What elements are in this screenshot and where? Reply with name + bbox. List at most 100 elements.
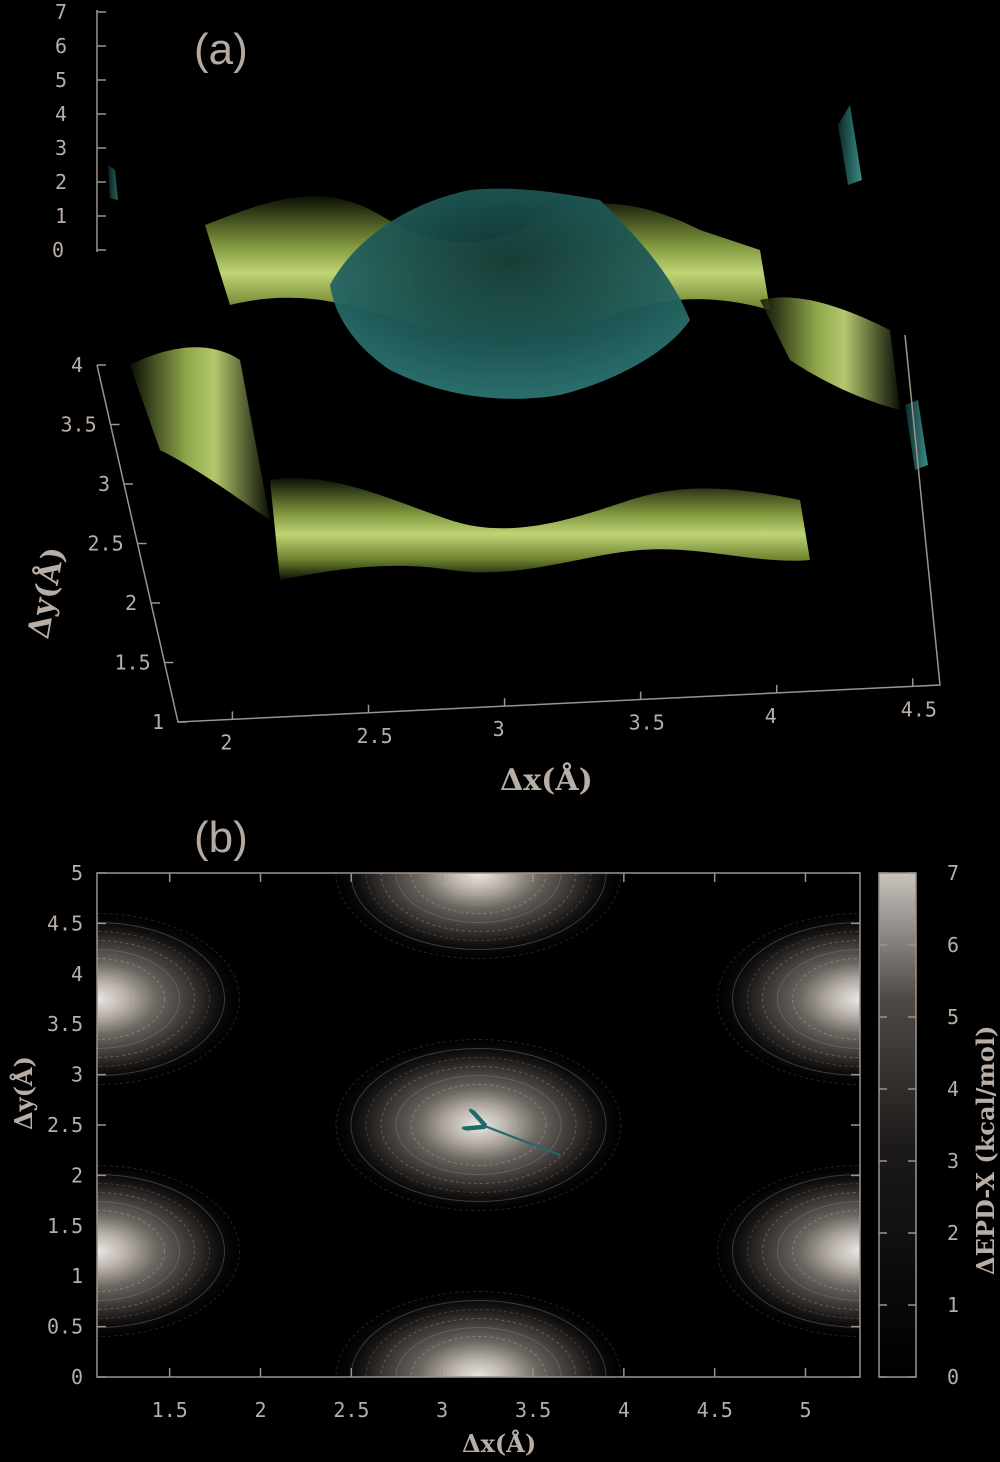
- contour-line: [807, 967, 860, 1031]
- contour-line: [440, 873, 517, 896]
- surface-edge-1: [838, 105, 862, 185]
- y-tick-label: 3: [71, 1063, 83, 1087]
- y-axis-ticks-3d: 1 1.5 2 2.5 3 3.5 4: [61, 353, 187, 734]
- contour-line: [97, 976, 135, 1022]
- peak-fill: [97, 1161, 247, 1341]
- contour-line: [97, 1228, 135, 1274]
- contour-peak: [97, 1161, 247, 1341]
- contour-peak: [328, 1035, 629, 1215]
- colorbar-ticks: 0 1 2 3 4 5 6 7: [879, 861, 959, 1389]
- colorbar-tick-label: 1: [947, 1293, 959, 1317]
- peak-fill: [328, 1287, 629, 1377]
- surface-ridge-right: [760, 297, 900, 410]
- panel-a-label: (a): [194, 25, 248, 74]
- contour-line: [410, 1336, 547, 1377]
- contour-line: [410, 873, 547, 914]
- contour-line: [380, 1318, 577, 1377]
- peak-fill: [710, 1161, 860, 1341]
- z-tick-label: 4: [55, 102, 67, 126]
- contour-line: [777, 1201, 860, 1301]
- contour-line: [350, 873, 607, 950]
- z-tick-label: 5: [55, 68, 67, 92]
- colorbar-tick-label: 7: [947, 861, 959, 885]
- contour-line: [97, 1174, 225, 1328]
- y-tick-label-3d: 3: [98, 472, 110, 496]
- x-tick-label-3d: 2: [220, 730, 232, 754]
- surface-edge-3: [108, 165, 118, 200]
- x-tick-label-3d: 3: [493, 717, 505, 741]
- x-tick-label-3d: 2.5: [357, 724, 393, 748]
- contour-line: [97, 940, 195, 1058]
- contour-line: [335, 873, 622, 959]
- x-axis-ticks-3d: 2 2.5 3 3.5 4 4.5: [220, 678, 937, 754]
- contour-peak: [328, 1287, 629, 1377]
- colorbar: [879, 873, 916, 1377]
- z-tick-label: 0: [52, 238, 64, 262]
- contour-line: [380, 1066, 577, 1184]
- surface-ridge-front: [270, 478, 810, 580]
- contour-line: [365, 1057, 592, 1193]
- contour-line: [732, 922, 860, 1076]
- contour-line: [777, 949, 860, 1049]
- y-axis-label-3d: Δy(Å): [20, 544, 71, 641]
- contour-line: [425, 1093, 532, 1157]
- x-tick-label: 1.5: [152, 1398, 188, 1422]
- y-tick-label: 1: [71, 1264, 83, 1288]
- z-axis-ticks: 0 1 2 3 4 5 6 7: [52, 0, 106, 262]
- x-tick-label: 5: [800, 1398, 812, 1422]
- x-tick-label: 3: [436, 1398, 448, 1422]
- x-axis-label: Δx(Å): [462, 1429, 536, 1458]
- colorbar-tick-label: 0: [947, 1365, 959, 1389]
- colorbar-tick-label: 6: [947, 933, 959, 957]
- x-tick-label: 4: [618, 1398, 630, 1422]
- x-tick-label-3d: 4: [765, 704, 777, 728]
- y-tick-label: 4.5: [47, 911, 83, 935]
- surface-ridge-left: [130, 347, 270, 520]
- surface-plot: [108, 105, 928, 580]
- contour-line: [807, 1219, 860, 1283]
- contour-line: [97, 1165, 240, 1337]
- colorbar-frame: [878, 872, 917, 1378]
- peak-fill: [710, 909, 860, 1089]
- colorbar-tick-label: 4: [947, 1077, 959, 1101]
- contour-line: [97, 1210, 165, 1292]
- peak-fill: [328, 873, 629, 963]
- y-tick-label: 5: [71, 861, 83, 885]
- y-tick-label: 2: [71, 1163, 83, 1187]
- z-tick-label: 1: [55, 204, 67, 228]
- y-tick-label-3d: 2.5: [88, 532, 124, 556]
- contour-line: [425, 873, 532, 905]
- contour-line: [822, 976, 860, 1022]
- z-tick-label: 6: [55, 34, 67, 58]
- contour-line: [97, 1192, 195, 1310]
- y-tick-label-3d: 1: [152, 710, 164, 734]
- contour-line: [762, 940, 860, 1058]
- contour-line: [762, 1192, 860, 1310]
- contour-line: [335, 1039, 622, 1211]
- contour-line: [395, 873, 562, 923]
- y-tick-label: 3.5: [47, 1012, 83, 1036]
- peak-fill: [97, 909, 247, 1089]
- contour-line: [732, 1174, 860, 1328]
- contour-line: [97, 931, 210, 1067]
- contour-peak: [328, 873, 629, 963]
- y-tick-label: 0.5: [47, 1315, 83, 1339]
- y-tick-label: 4: [71, 962, 83, 986]
- contour-line: [425, 1345, 532, 1377]
- panel-b-label: (b): [194, 813, 248, 862]
- contour-line: [97, 913, 240, 1085]
- z-tick-label: 3: [55, 136, 67, 160]
- direction-arrow: [482, 1125, 561, 1157]
- y-axis-ticks: 0 0.5 1 1.5 2 2.5 3 3.5 4 4.5 5: [47, 861, 860, 1389]
- contour-line: [350, 1300, 607, 1377]
- peak-fill: [328, 1035, 629, 1215]
- contour-line: [395, 1327, 562, 1377]
- contour-peak: [710, 909, 860, 1089]
- contour-line: [97, 1183, 210, 1319]
- contour-line: [395, 1075, 562, 1175]
- panel-b: (b) 1.5 2 2.5 3 3.5 4 4.5 5 0 0.5 1 1.5 2 2.5 3 3.5 4 4.…: [9, 813, 1000, 1458]
- x-tick-label-3d: 3.5: [629, 711, 665, 735]
- contour-line: [410, 1084, 547, 1166]
- x-tick-label: 2.5: [333, 1398, 369, 1422]
